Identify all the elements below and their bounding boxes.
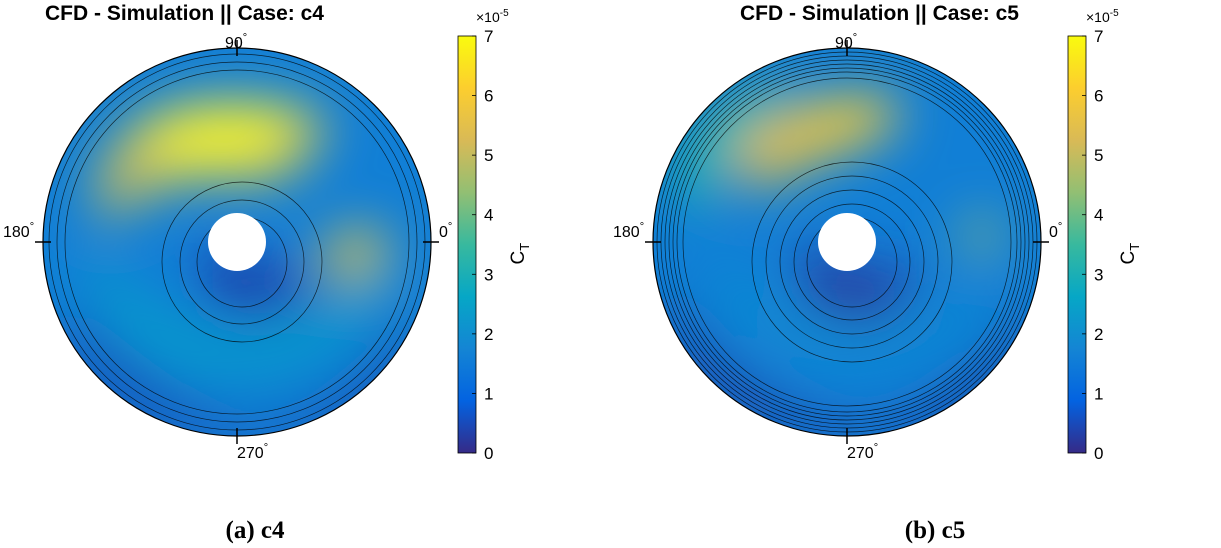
- contour-level: [80, 240, 400, 372]
- colorbar-tick-label: 0: [1094, 444, 1103, 463]
- contour-level: [705, 250, 1005, 362]
- contour-line: [682, 77, 1012, 407]
- colorbar-label: CT: [1118, 243, 1142, 265]
- angle-label: 90°: [835, 32, 857, 52]
- angle-label: 0°: [439, 221, 452, 241]
- colorbar-tick-label: 7: [1094, 27, 1103, 46]
- colorbar-tick-label: 6: [1094, 87, 1103, 106]
- contour-level: [670, 70, 810, 215]
- polar-contour-plot: 90° 270° 180° 0° 0 1 2 3 4 5 6 7 ×10-5 CT: [3, 8, 532, 463]
- contour-level: [965, 216, 1000, 254]
- angle-label: 0°: [1049, 221, 1062, 241]
- contour-level: [150, 112, 300, 160]
- colorbar-tick-label: 3: [1094, 265, 1103, 284]
- colorbar-tick-label: 3: [484, 265, 493, 284]
- hub: [208, 213, 266, 271]
- colorbar-tick-label: 1: [484, 384, 493, 403]
- angle-label: 90°: [225, 32, 247, 52]
- figure-caption: (a) c4: [225, 517, 285, 544]
- colorbar-tick-label: 1: [1094, 384, 1103, 403]
- figure-caption: (b) c5: [904, 517, 966, 544]
- chart-title: CFD - Simulation || Case: c4: [45, 2, 324, 25]
- contour-line: [161, 181, 323, 343]
- colorbar-label: CT: [508, 243, 532, 265]
- contour-line: [56, 61, 418, 423]
- contour-line: [179, 199, 305, 325]
- chart-title: CFD - Simulation || Case: c5: [740, 2, 1019, 25]
- contour-level: [320, 227, 390, 283]
- angle-label: 270°: [847, 442, 878, 462]
- contour-line: [672, 67, 1022, 417]
- angle-label: 180°: [3, 221, 34, 241]
- contour-line: [668, 63, 1026, 421]
- angle-label: 270°: [237, 442, 268, 462]
- colorbar-tick-label: 4: [484, 206, 493, 225]
- contour-line: [676, 71, 1018, 413]
- contour-level: [60, 300, 420, 436]
- colorbar-tick-label: 7: [484, 27, 493, 46]
- polar-contour-plot: 90° 270° 180° 0° 0 1 2 3 4 5 6 7 ×10-5 CT: [613, 8, 1142, 463]
- hub: [818, 213, 876, 271]
- colorbar-tick-label: 6: [484, 87, 493, 106]
- contour-level: [795, 98, 895, 135]
- colorbar: [1067, 35, 1087, 454]
- contour-line: [664, 59, 1030, 425]
- colorbar-tick-label: 4: [1094, 206, 1103, 225]
- contour-field: [653, 48, 1041, 436]
- contour-line: [64, 69, 410, 415]
- colorbar-tick-label: 2: [484, 325, 493, 344]
- colorbar-tick-label: 0: [484, 444, 493, 463]
- colorbar-exponent: ×10-5: [476, 8, 509, 25]
- chart-panel-c5: CFD - Simulation || Case: c5 90° 270° 180°…: [610, 0, 1220, 548]
- colorbar-tick-label: 5: [484, 146, 493, 165]
- contour-line: [765, 175, 939, 349]
- colorbar: [457, 35, 477, 454]
- colorbar-exponent: ×10-5: [1086, 8, 1119, 25]
- colorbar-tick-label: 2: [1094, 325, 1103, 344]
- chart-panel-c4: CFD - Simulation || Case: c4 90° 270° 180°…: [0, 0, 610, 548]
- contour-line: [751, 161, 953, 363]
- colorbar-tick-label: 5: [1094, 146, 1103, 165]
- contour-line: [779, 189, 925, 335]
- angle-label: 180°: [613, 221, 644, 241]
- contour-line: [793, 203, 911, 321]
